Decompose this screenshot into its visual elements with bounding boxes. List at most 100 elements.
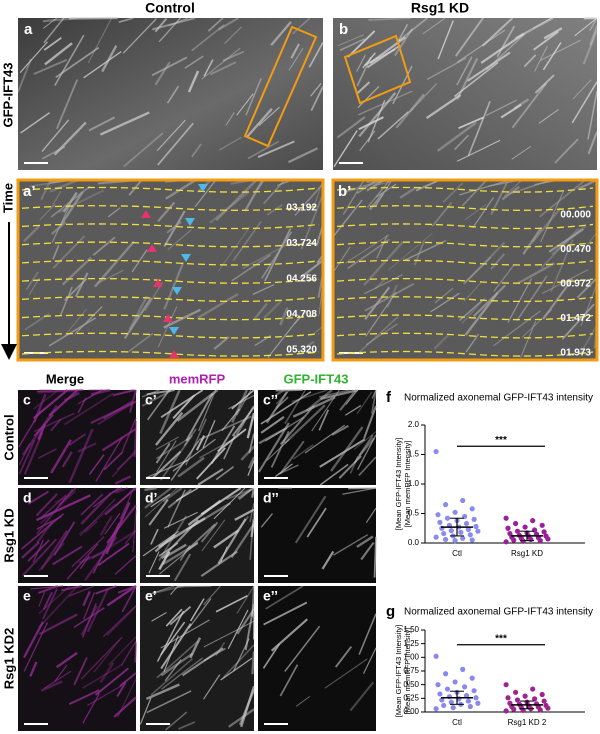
fiber [533, 30, 559, 51]
fiber [168, 17, 188, 27]
fiber [511, 145, 532, 160]
fiber [155, 442, 171, 464]
track-line [21, 223, 320, 230]
fiber [203, 647, 226, 662]
fiber [347, 30, 376, 58]
fiber [226, 487, 255, 501]
fiber [101, 427, 137, 452]
data-point [452, 509, 458, 515]
fiber [94, 667, 130, 696]
fiber [191, 24, 225, 52]
arrowhead [172, 287, 182, 295]
fiber [60, 191, 84, 225]
fiber [220, 657, 253, 681]
fiber [167, 489, 186, 528]
fiber [122, 18, 157, 54]
fiber [177, 456, 205, 478]
fiber [436, 121, 477, 152]
fiber [543, 27, 563, 40]
fiber [111, 487, 123, 494]
data-point [469, 675, 475, 681]
data-point [437, 519, 443, 525]
fiber [456, 139, 501, 162]
fiber [534, 45, 548, 72]
fiber [257, 422, 290, 473]
fiber [348, 487, 377, 490]
fiber [442, 182, 464, 203]
fiber [247, 140, 280, 160]
fiber [38, 591, 46, 607]
arrowhead [163, 314, 173, 322]
fiber [36, 494, 91, 522]
data-point [505, 525, 511, 531]
fiber [231, 406, 255, 437]
data-point [522, 693, 528, 699]
data-point [441, 530, 447, 537]
track-line [336, 241, 594, 248]
fiber [320, 388, 359, 400]
fiber [58, 487, 77, 506]
fiber [395, 93, 425, 129]
fiber [203, 674, 221, 700]
fiber [574, 17, 598, 37]
fiber [231, 254, 271, 282]
fiber [279, 664, 299, 697]
timestamp: 00.470 [560, 244, 591, 255]
fiber [201, 47, 241, 80]
fiber [157, 201, 176, 223]
fiber [114, 475, 131, 485]
fiber [172, 394, 196, 420]
fiber [353, 431, 377, 450]
fiber [321, 550, 335, 570]
fiber [156, 440, 177, 473]
fiber [249, 511, 255, 560]
fiber [79, 498, 116, 537]
fiber [234, 508, 255, 521]
track-line [21, 314, 320, 321]
fiber [251, 585, 255, 617]
fiber [22, 621, 44, 659]
fiber [33, 58, 68, 76]
fiber [188, 598, 212, 629]
fiber [344, 405, 362, 416]
fiber [356, 81, 371, 94]
data-point [443, 502, 449, 508]
timestamp: 03.724 [286, 238, 317, 249]
fiber [576, 277, 598, 299]
fiber [234, 515, 249, 534]
fiber [542, 42, 562, 71]
fiber [123, 132, 164, 168]
y-tick-label: 0.25 [403, 693, 419, 702]
fiber [68, 428, 94, 484]
fiber [236, 608, 255, 635]
y-tick-label: 0.0 [408, 538, 420, 547]
fiber [185, 393, 214, 442]
data-point [511, 537, 517, 543]
fiber [237, 487, 255, 499]
fiber [493, 265, 515, 292]
fiber [376, 235, 388, 259]
fiber [142, 530, 179, 557]
fiber [270, 21, 292, 46]
fiber [38, 448, 57, 459]
fiber [373, 536, 377, 578]
track-line [21, 205, 320, 211]
fiber [197, 293, 239, 320]
fiber [144, 487, 172, 509]
fiber [250, 519, 256, 538]
arrowhead [181, 254, 191, 262]
data-point [537, 538, 543, 544]
fiber [79, 555, 90, 570]
fiber [500, 103, 522, 119]
fiber [213, 487, 246, 520]
fiber [472, 284, 507, 318]
fiber [21, 538, 58, 577]
fiber [48, 317, 97, 347]
fiber [353, 434, 374, 464]
fiber [121, 417, 137, 453]
data-point [475, 528, 481, 534]
fiber [164, 659, 182, 682]
data-point [462, 684, 468, 690]
data-point [473, 523, 479, 530]
fiber [52, 545, 83, 566]
